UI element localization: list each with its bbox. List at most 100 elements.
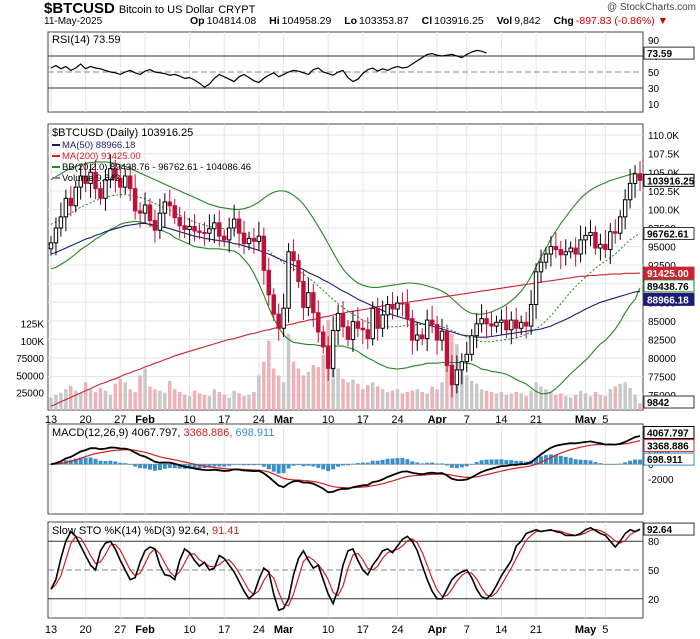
macd-histogram-bar — [355, 463, 360, 465]
sto-tick-label: 20 — [648, 595, 660, 606]
candle-body — [593, 231, 598, 249]
volume-bar — [301, 375, 306, 410]
macd-histogram-bar — [558, 455, 563, 465]
volume-bar — [425, 393, 429, 410]
candle-body — [538, 261, 544, 273]
candle-body — [192, 226, 197, 232]
x-axis-label: Feb — [135, 414, 155, 426]
x-axis-label-bottom: 17 — [357, 624, 369, 636]
macd-histogram-bar — [148, 464, 152, 470]
volume-bar — [460, 361, 464, 410]
macd-histogram-bar — [276, 464, 281, 474]
volume-bar — [118, 378, 123, 410]
candle-body — [603, 243, 608, 251]
macd-histogram-bar — [524, 461, 529, 465]
candle-body — [459, 361, 465, 371]
candle-body — [63, 197, 69, 218]
macd-histogram-bar — [568, 457, 573, 465]
macd-histogram-bar — [78, 457, 83, 465]
bb-upper-line — [50, 161, 641, 315]
volume-bar — [336, 368, 340, 410]
rsi-tick-label: 30 — [648, 84, 660, 95]
candle-body — [484, 318, 489, 325]
price-tick-label: 107.5K — [648, 150, 680, 161]
macd-line — [50, 435, 641, 494]
x-axis-label: 24 — [253, 414, 265, 426]
x-axis-label: 14 — [495, 414, 507, 426]
candle-body — [330, 330, 336, 369]
macd-histogram-bar — [232, 464, 237, 465]
sto-tick-label: 50 — [648, 566, 660, 577]
volume-bar — [410, 390, 415, 410]
macd-histogram-bar — [321, 464, 326, 470]
candle-body — [53, 227, 59, 244]
candle-body — [207, 228, 212, 234]
price-tick-label: 105.0K — [648, 168, 680, 179]
macd-histogram-bar — [613, 464, 618, 465]
volume-bar — [598, 394, 603, 410]
candle-body — [464, 353, 469, 363]
volume-bar — [306, 371, 311, 410]
legend-ma200: MA(200) 91425.00 — [62, 151, 141, 162]
candle-body — [147, 204, 153, 222]
volume-bar — [192, 390, 197, 410]
volume-bar — [603, 396, 608, 410]
macd-histogram-bar — [68, 459, 73, 465]
price-label-ma50-box — [643, 292, 695, 306]
volume-bar — [534, 382, 538, 410]
macd-histogram-bar — [88, 457, 93, 465]
macd-signal-line — [50, 440, 641, 489]
volume-bar — [638, 403, 642, 410]
volume-bar — [187, 396, 192, 410]
volume-bar — [331, 358, 335, 410]
volume-bar — [390, 390, 395, 410]
macd-histogram-bar — [301, 464, 306, 467]
candle-body — [93, 171, 98, 190]
x-axis-label: 5 — [602, 414, 608, 426]
volume-bar — [202, 394, 207, 410]
x-axis-label: 17 — [218, 414, 230, 426]
volume-bar — [281, 382, 286, 410]
candle-body — [142, 204, 148, 214]
candle-body — [271, 294, 276, 315]
volume-bar — [400, 393, 405, 410]
macd-histogram-bar — [286, 464, 291, 469]
macd-histogram-bar — [583, 460, 588, 465]
macd-histogram-bar — [444, 464, 449, 466]
x-axis-label: 13 — [45, 414, 57, 426]
macd-histogram-bar — [108, 460, 113, 465]
volume-bar — [232, 390, 236, 410]
candle-body — [518, 321, 524, 329]
macd-legend: MACD(12,26,9) 4067.797, 3368.886, 698.91… — [52, 427, 274, 439]
price-tick-label: 77500 — [648, 373, 676, 384]
candle-body — [598, 243, 603, 249]
macd-histogram-bar — [440, 463, 444, 465]
macd-histogram-bar — [553, 454, 558, 465]
macd-histogram-bar — [435, 463, 440, 465]
open-value: 104814.08 — [206, 15, 257, 27]
volume-bar — [405, 392, 410, 410]
candle-body — [380, 314, 385, 329]
volume-bar — [524, 396, 528, 410]
candle-body — [474, 323, 479, 337]
candle-body — [365, 329, 371, 340]
macd-histogram-bar — [73, 458, 78, 465]
volume-bar — [237, 393, 241, 410]
volume-bar — [182, 394, 187, 410]
x-axis-label: 17 — [357, 414, 369, 426]
candle-body — [563, 251, 568, 256]
volume-bar — [346, 382, 350, 410]
macd-histogram-bar — [316, 464, 321, 468]
candle-body — [558, 249, 564, 256]
macd-histogram-bar — [469, 464, 474, 465]
candle-body — [395, 302, 400, 310]
price-label-bb-box — [643, 279, 695, 293]
volume-bar — [375, 386, 380, 410]
volume-current-label: 9842 — [647, 398, 670, 409]
candle-body — [355, 321, 361, 329]
macd-histogram-bar — [133, 464, 138, 467]
volume-bar — [489, 392, 494, 410]
volume-bar — [514, 392, 518, 410]
x-axis-label: Mar — [274, 414, 294, 426]
candle-body — [127, 175, 133, 190]
